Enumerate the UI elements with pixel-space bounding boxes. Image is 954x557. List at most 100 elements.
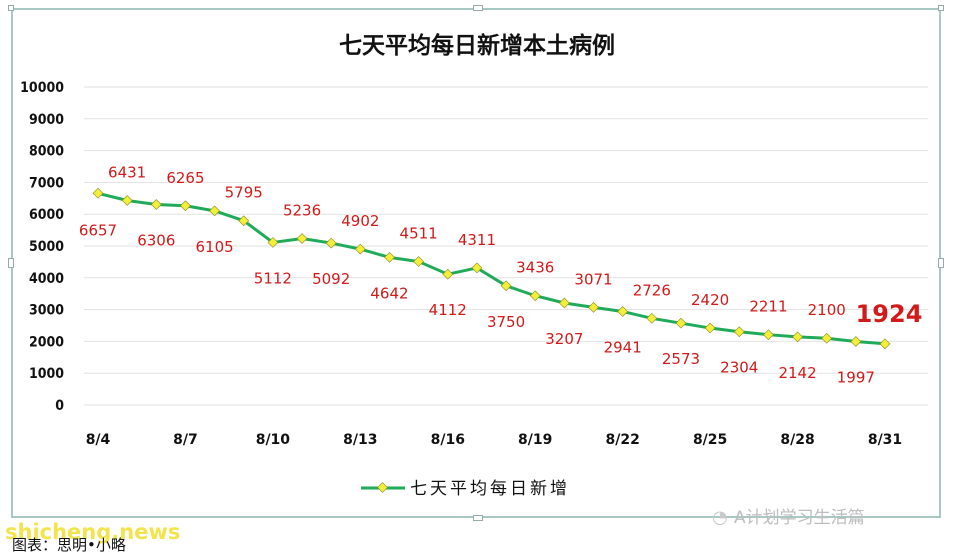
data-label: 5092 bbox=[312, 270, 350, 288]
data-label: 3750 bbox=[487, 313, 525, 331]
series-line bbox=[97, 191, 886, 346]
y-tick-label: 10000 bbox=[20, 80, 64, 96]
data-label: 4511 bbox=[400, 225, 438, 243]
data-point bbox=[850, 336, 862, 347]
data-point bbox=[471, 262, 483, 274]
data-point bbox=[704, 322, 716, 334]
data-label: 2304 bbox=[720, 359, 758, 377]
data-point bbox=[763, 329, 774, 341]
data-label: 2573 bbox=[662, 350, 700, 368]
data-label: 2420 bbox=[691, 291, 729, 309]
data-point bbox=[879, 338, 891, 350]
data-label: 6306 bbox=[137, 231, 175, 249]
legend-marker bbox=[377, 482, 388, 493]
data-point bbox=[296, 233, 308, 244]
gridlines bbox=[84, 86, 928, 406]
data-label: 3436 bbox=[516, 259, 554, 277]
data-point bbox=[500, 280, 512, 292]
resize-handle-right[interactable] bbox=[938, 258, 944, 268]
chart-caption: 图表：思明•小略 bbox=[12, 536, 126, 554]
data-point bbox=[821, 332, 833, 344]
y-tick-label: 8000 bbox=[29, 144, 64, 160]
y-tick-label: 0 bbox=[55, 398, 64, 414]
data-point bbox=[558, 297, 570, 309]
y-tick-label: 4000 bbox=[29, 271, 64, 287]
data-point bbox=[238, 215, 250, 227]
legend-label: 七天平均每日新增 bbox=[410, 479, 570, 499]
resize-handle-top-left[interactable] bbox=[8, 5, 14, 11]
data-label: 2142 bbox=[778, 364, 816, 382]
y-tick-label: 2000 bbox=[29, 334, 64, 350]
data-label: 4642 bbox=[370, 284, 408, 302]
data-point bbox=[354, 243, 366, 255]
x-tick-label: 8/16 bbox=[431, 432, 465, 448]
data-point bbox=[150, 199, 162, 210]
data-point bbox=[792, 331, 803, 343]
data-point bbox=[617, 306, 629, 317]
data-label: 1997 bbox=[837, 368, 875, 386]
data-label: 3207 bbox=[545, 330, 583, 348]
resize-handle-top[interactable] bbox=[473, 5, 483, 11]
data-label: 4112 bbox=[429, 301, 467, 319]
data-labels: 6657 6431 6306 6265 6105 5795 5112 5236 5092 4902… bbox=[79, 163, 922, 386]
x-axis-ticks: 8/4 8/7 8/10 8/13 8/16 8/19 8/22 8/25 8/28 8/31 bbox=[86, 432, 902, 448]
data-point bbox=[646, 312, 658, 324]
chart-title: 七天平均每日新增本土病例 bbox=[339, 32, 615, 59]
wechat-icon: ◔ bbox=[712, 507, 728, 528]
chart-frame bbox=[11, 8, 941, 518]
data-label: 4311 bbox=[458, 231, 496, 249]
data-label: 6105 bbox=[195, 238, 233, 256]
data-point bbox=[588, 301, 599, 313]
data-point bbox=[675, 317, 687, 329]
data-point bbox=[442, 268, 454, 280]
brand-watermark: ◔ A计划学习生活篇 bbox=[706, 503, 865, 528]
data-point bbox=[92, 187, 104, 199]
x-tick-label: 8/10 bbox=[256, 432, 291, 448]
data-point bbox=[325, 237, 337, 249]
data-label: 4902 bbox=[341, 212, 379, 230]
brand-text: A计划学习生活篇 bbox=[734, 508, 865, 528]
legend: 七天平均每日新增 bbox=[361, 479, 570, 499]
data-point bbox=[180, 200, 191, 212]
data-point bbox=[529, 290, 541, 302]
x-tick-label: 8/7 bbox=[173, 432, 198, 448]
data-point bbox=[733, 326, 745, 338]
x-tick-label: 8/31 bbox=[868, 432, 902, 448]
site-watermark: shicheng.news bbox=[5, 520, 181, 544]
data-label: 1924 bbox=[856, 300, 923, 328]
x-tick-label: 8/19 bbox=[518, 432, 552, 448]
x-tick-label: 8/4 bbox=[86, 432, 111, 448]
data-point bbox=[267, 237, 279, 248]
data-label: 3071 bbox=[574, 270, 612, 288]
y-axis-ticks: 0 1000 2000 3000 4000 5000 6000 7000 8000 9000 100… bbox=[20, 80, 64, 414]
resize-handle-bottom[interactable] bbox=[473, 515, 483, 521]
data-label: 2941 bbox=[604, 338, 642, 356]
series-markers bbox=[92, 187, 891, 350]
data-label: 5236 bbox=[283, 201, 321, 219]
data-label: 6431 bbox=[108, 163, 146, 181]
data-label: 5112 bbox=[254, 269, 292, 287]
data-point bbox=[209, 205, 220, 217]
data-point bbox=[384, 252, 395, 263]
y-tick-label: 3000 bbox=[29, 303, 64, 319]
y-tick-label: 5000 bbox=[29, 239, 64, 255]
data-label: 5795 bbox=[225, 184, 263, 202]
x-tick-label: 8/25 bbox=[693, 432, 727, 448]
data-label: 2726 bbox=[633, 281, 671, 299]
data-label: 2100 bbox=[808, 301, 846, 319]
resize-handle-top-right[interactable] bbox=[938, 5, 944, 11]
data-label: 6657 bbox=[79, 221, 117, 239]
resize-handle-left[interactable] bbox=[8, 258, 14, 268]
data-label: 6265 bbox=[166, 169, 204, 187]
y-tick-label: 7000 bbox=[29, 175, 64, 191]
data-point bbox=[413, 256, 425, 267]
data-point bbox=[121, 195, 133, 206]
x-tick-label: 8/22 bbox=[605, 432, 639, 448]
data-label: 2211 bbox=[749, 298, 787, 316]
y-tick-label: 9000 bbox=[29, 112, 64, 128]
x-tick-label: 8/13 bbox=[343, 432, 377, 448]
x-tick-label: 8/28 bbox=[780, 432, 814, 448]
y-tick-label: 1000 bbox=[29, 366, 64, 382]
y-tick-label: 6000 bbox=[29, 207, 64, 223]
